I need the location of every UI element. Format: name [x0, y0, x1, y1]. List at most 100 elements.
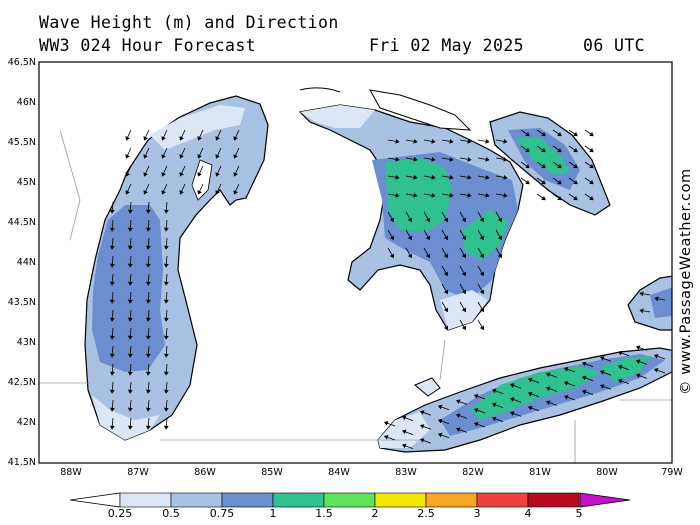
- wave-arrow-erie-head: [509, 383, 515, 388]
- wave-arrow-georgian-head: [573, 131, 578, 137]
- wave-arrow-erie-head: [383, 435, 389, 440]
- wave-arrow-michigan-head: [127, 407, 133, 412]
- wave-arrow-huron-head: [461, 253, 467, 259]
- wave-arrow-michigan-head: [233, 190, 238, 195]
- wave-arrow-michigan-head: [163, 389, 169, 394]
- wave-arrow-erie-head: [545, 400, 551, 405]
- colorbar-segment: [374, 492, 427, 508]
- wave-arrow-huron-head: [449, 174, 454, 180]
- wave-arrow-georgian-head: [557, 131, 562, 137]
- colorbar-label: 1: [269, 507, 277, 520]
- wave-arrow-huron-head: [479, 253, 485, 259]
- wave-arrow-erie-head: [455, 427, 461, 432]
- wave-arrow-michigan-head: [127, 281, 133, 286]
- wave-arrow-michigan-head: [161, 154, 166, 159]
- wave-arrow-erie-head: [599, 370, 605, 375]
- wave-arrow-erie-head: [599, 384, 605, 389]
- wave-arrow-huron-head: [449, 138, 454, 144]
- wave-arrow-erie-head: [617, 364, 623, 370]
- wave-arrow-huron-head: [461, 307, 467, 313]
- wave-arrow-michigan-head: [127, 227, 133, 232]
- wave-arrow-huron-head: [485, 156, 490, 162]
- wave-arrow-michigan-head: [127, 371, 133, 376]
- wave-arrow-georgian-head: [573, 163, 578, 169]
- wave-arrow-huron-head: [413, 138, 418, 144]
- wave-arrow-erie-head: [419, 410, 425, 415]
- wave-arrow-michigan-head: [143, 154, 148, 159]
- lake-ontario: [627, 275, 672, 331]
- wave-arrow-michigan-head: [163, 245, 169, 250]
- wave-arrow-michigan-head: [127, 425, 133, 430]
- wave-arrow-erie-head: [473, 422, 479, 427]
- forecast-time: 06 UTC: [583, 36, 646, 55]
- colorbar-segment: [527, 492, 580, 508]
- georgian-bay: [489, 111, 611, 216]
- lat-label: 43.5N: [7, 297, 36, 308]
- lon-label: 85W: [261, 467, 283, 478]
- wave-arrow-michigan-head: [197, 154, 202, 159]
- wave-arrow-michigan-head: [163, 227, 169, 232]
- map-frame: [38, 61, 673, 464]
- wave-arrow-erie-head: [563, 367, 569, 372]
- colorbar-segment: [221, 492, 274, 508]
- wave-arrow-michigan-head: [109, 389, 115, 394]
- wave-arrow-huron-head: [443, 307, 449, 313]
- wave-arrow-michigan-head: [179, 190, 184, 195]
- wave-arrow-ontario-head: [654, 296, 659, 302]
- wave-arrow-huron-head: [413, 156, 418, 162]
- lat-label: 45N: [16, 177, 36, 188]
- wave-arrow-michigan-head: [145, 317, 151, 322]
- wave-arrow-huron-head: [407, 217, 413, 223]
- border-wisconsin-michigan: [59, 129, 81, 241]
- wave-arrow-huron-head: [395, 192, 400, 198]
- wave-arrow-erie-head: [509, 411, 515, 416]
- wave-arrow-erie-head: [491, 388, 497, 394]
- wave-arrow-michigan-head: [215, 172, 220, 177]
- wave-arrow-michigan-head: [109, 263, 115, 268]
- door-peninsula: [191, 159, 213, 201]
- colorbar-segment: [272, 492, 325, 508]
- wave-arrow-michigan-head: [145, 335, 151, 340]
- model-label: WW3 024 Hour Forecast: [39, 36, 257, 55]
- wave-arrow-huron-head: [461, 289, 467, 295]
- wave-arrow-erie-head: [419, 424, 425, 429]
- wave-arrow-erie-head: [491, 416, 497, 422]
- wave-arrow-georgian-head: [525, 163, 530, 169]
- wave-arrow-michigan-head: [163, 335, 169, 340]
- colorbar-label: 0.5: [162, 507, 180, 520]
- wave-direction-arrows: [109, 129, 666, 449]
- wave-arrow-huron-head: [395, 156, 400, 162]
- wave-arrow-huron-head: [389, 235, 395, 241]
- wave-arrow-erie-head: [599, 356, 605, 361]
- lon-label: 83W: [395, 467, 417, 478]
- wave-arrow-erie-head: [581, 361, 587, 367]
- colorbar-label: 1.5: [315, 507, 333, 520]
- colorbar-right-tip: [579, 492, 631, 508]
- wave-arrow-huron-head: [479, 289, 485, 295]
- wave-arrow-michigan-head: [163, 407, 169, 412]
- forecast-date: Fri 02 May 2025: [369, 36, 525, 55]
- wave-arrow-michigan-head: [145, 389, 151, 394]
- upper-peninsula-shore: [369, 89, 472, 131]
- wave-arrow-huron-head: [497, 235, 503, 241]
- wave-arrow-michigan-head: [145, 227, 151, 232]
- lake-michigan-north-light: [150, 105, 245, 150]
- lat-label: 42N: [16, 417, 36, 428]
- wave-arrow-huron-head: [389, 253, 395, 259]
- wave-arrow-huron-head: [497, 217, 503, 223]
- wave-arrow-michigan-head: [109, 299, 115, 304]
- wave-arrow-michigan-head: [125, 172, 130, 177]
- wave-arrow-michigan-head: [143, 172, 148, 177]
- wave-arrow-michigan-head: [163, 371, 169, 376]
- wave-arrow-huron-head: [503, 192, 508, 198]
- straits-light: [300, 105, 375, 128]
- wave-arrow-georgian-head: [557, 179, 562, 185]
- wave-arrow-michigan-head: [161, 136, 166, 141]
- wave-arrow-michigan-head: [109, 317, 115, 322]
- wave-arrow-erie-head: [563, 395, 569, 400]
- lake-st-clair: [414, 377, 441, 397]
- wave-arrow-georgian-head: [557, 195, 562, 201]
- wave-arrow-georgian-head: [541, 163, 546, 169]
- lat-label: 46.5N: [7, 57, 36, 68]
- wave-arrow-erie-head: [581, 375, 587, 381]
